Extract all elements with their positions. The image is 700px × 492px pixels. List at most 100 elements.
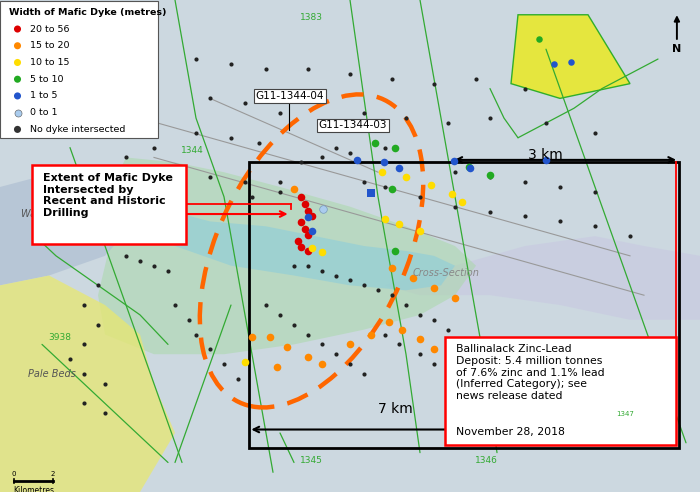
Point (92, 321, 104, 329)
Point (610, 409, 622, 417)
Point (386, 185, 398, 193)
Point (449, 168, 461, 176)
Point (386, 264, 398, 272)
Text: Ballinalack Zinc-Lead
Deposit: 5.4 million tonnes
of 7.6% zinc and 1.1% lead
(In: Ballinalack Zinc-Lead Deposit: 5.4 milli… (456, 344, 605, 401)
Point (148, 85, 160, 92)
Polygon shape (0, 172, 140, 285)
Point (358, 109, 370, 117)
Point (78, 370, 90, 378)
Text: Kilometres: Kilometres (13, 486, 54, 492)
Text: 1346: 1346 (475, 456, 498, 464)
Point (274, 178, 286, 186)
Point (239, 358, 251, 366)
Point (148, 262, 160, 270)
Point (519, 213, 531, 220)
Point (400, 114, 412, 122)
Point (168, 205, 179, 213)
Point (484, 208, 496, 215)
Point (519, 350, 531, 358)
Point (12, 75, 23, 83)
Point (428, 80, 440, 88)
Point (365, 331, 377, 338)
Point (260, 65, 272, 73)
Point (12, 59, 23, 66)
Point (120, 75, 132, 83)
Text: Cross-Section: Cross-Section (413, 268, 480, 278)
Point (169, 217, 181, 225)
Text: November 28, 2018: November 28, 2018 (456, 427, 566, 437)
Point (456, 198, 468, 206)
Point (113, 213, 125, 220)
Point (246, 333, 258, 341)
Point (589, 400, 601, 407)
Point (449, 203, 461, 211)
Point (446, 190, 457, 198)
Point (274, 311, 286, 319)
Point (218, 360, 230, 368)
Point (232, 375, 244, 383)
Point (624, 232, 636, 240)
Text: 5 to 10: 5 to 10 (30, 75, 64, 84)
Text: N: N (672, 44, 682, 54)
Point (148, 144, 160, 152)
Polygon shape (511, 15, 630, 98)
Point (204, 94, 216, 102)
Point (295, 158, 307, 166)
Point (295, 243, 307, 251)
Text: 1383: 1383 (300, 13, 323, 22)
Point (390, 247, 401, 255)
Point (407, 274, 419, 282)
Point (519, 85, 531, 92)
Point (78, 65, 90, 73)
Point (463, 163, 475, 171)
Polygon shape (98, 157, 476, 354)
Text: 1 to 5: 1 to 5 (30, 92, 57, 100)
Point (253, 139, 265, 147)
Point (281, 343, 293, 351)
Point (351, 156, 363, 164)
Point (120, 154, 132, 161)
Point (306, 227, 317, 235)
Point (390, 144, 401, 152)
Point (148, 203, 160, 211)
Point (448, 157, 459, 165)
Point (554, 380, 566, 388)
Text: Pale Beds: Pale Beds (28, 369, 76, 379)
Point (225, 134, 237, 142)
Point (358, 178, 370, 186)
FancyBboxPatch shape (0, 1, 158, 138)
Text: 0: 0 (12, 471, 16, 477)
Point (295, 218, 307, 226)
Text: Waulsortian Limestone: Waulsortian Limestone (21, 209, 133, 219)
Point (64, 355, 76, 363)
Point (365, 189, 377, 197)
Point (12, 25, 23, 33)
Point (484, 114, 496, 122)
Point (99, 380, 111, 388)
Point (372, 286, 384, 294)
Point (288, 321, 300, 329)
Point (386, 291, 398, 299)
Text: 3938: 3938 (48, 333, 71, 341)
Point (302, 207, 314, 215)
Point (519, 178, 531, 186)
Point (302, 262, 314, 270)
Text: G11-1344-03: G11-1344-03 (318, 121, 387, 130)
Point (183, 316, 195, 324)
Point (190, 55, 202, 63)
Text: 3 km: 3 km (528, 148, 564, 162)
Point (397, 326, 408, 334)
Point (330, 272, 342, 279)
Point (162, 267, 174, 275)
Point (302, 231, 314, 239)
Point (449, 294, 461, 302)
Point (299, 225, 310, 233)
Point (442, 119, 454, 127)
Point (306, 245, 317, 252)
Point (554, 183, 566, 191)
Point (306, 213, 317, 220)
Point (92, 281, 104, 289)
Text: G11-1344-04: G11-1344-04 (256, 91, 324, 101)
Point (540, 156, 552, 164)
Point (344, 70, 356, 78)
